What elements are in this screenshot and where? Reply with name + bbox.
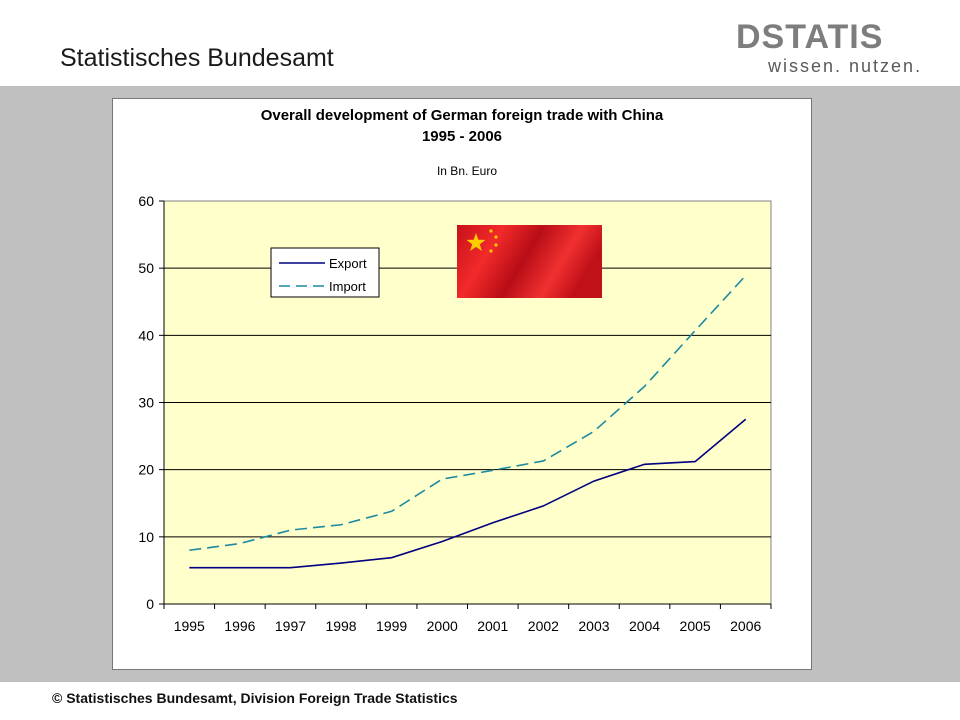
y-tick-label: 60 [138,193,154,209]
x-tick-label: 2000 [427,618,458,634]
flag-small-star-icon [489,249,493,253]
x-tick-label: 1999 [376,618,407,634]
x-tick-label: 2001 [477,618,508,634]
chart-title-years: 1995 - 2006 [422,128,502,145]
y-tick-label: 0 [146,596,154,612]
x-tick-label: 2006 [730,618,761,634]
legend-box [270,247,380,298]
x-axis-ticks: 1995 1996 1997 1998 1999 2000 2001 2002 2003 2004… [163,603,772,634]
flag-small-star-icon [489,229,493,233]
y-tick-label: 10 [138,529,154,545]
logo-tagline: wissen. nutzen. [768,56,923,76]
x-tick-label: 2005 [680,618,711,634]
legend: Export Import [270,247,380,298]
chart-subtitle: In Bn. Euro [437,164,497,178]
x-tick-label: 2002 [528,618,559,634]
series-lines [189,275,747,569]
flag-large-star-icon [466,233,486,251]
y-tick-label: 30 [138,395,154,411]
y-tick-label: 20 [138,462,154,478]
x-tick-label: 1998 [325,618,356,634]
footer-copyright: © Statistisches Bundesamt, Division Fore… [52,690,458,706]
y-tick-label: 50 [138,260,154,276]
destatis-logo: DSTATIS wissen. nutzen. [736,18,936,78]
y-axis-ticks: 0 10 20 30 40 50 60 [138,193,165,612]
x-tick-label: 1995 [174,618,205,634]
y-tick-label: 40 [138,327,154,343]
flag-small-star-icon [494,243,498,247]
x-tick-label: 1996 [224,618,255,634]
legend-import-label: Import [329,279,366,294]
series-line-export [189,418,747,569]
page-title: Statistisches Bundesamt [60,44,334,72]
series-line-import [189,275,747,552]
x-tick-label: 1997 [275,618,306,634]
legend-export-label: Export [329,256,367,271]
flag-small-star-icon [494,235,498,239]
x-tick-label: 2004 [629,618,660,634]
line-chart: Overall development of German foreign tr… [138,107,772,634]
logo-wordmark: DSTATIS [736,18,884,56]
chart-title: Overall development of German foreign tr… [261,107,664,124]
chart-container: Overall development of German foreign tr… [112,98,812,670]
china-flag-image [457,225,602,298]
x-tick-label: 2003 [578,618,609,634]
